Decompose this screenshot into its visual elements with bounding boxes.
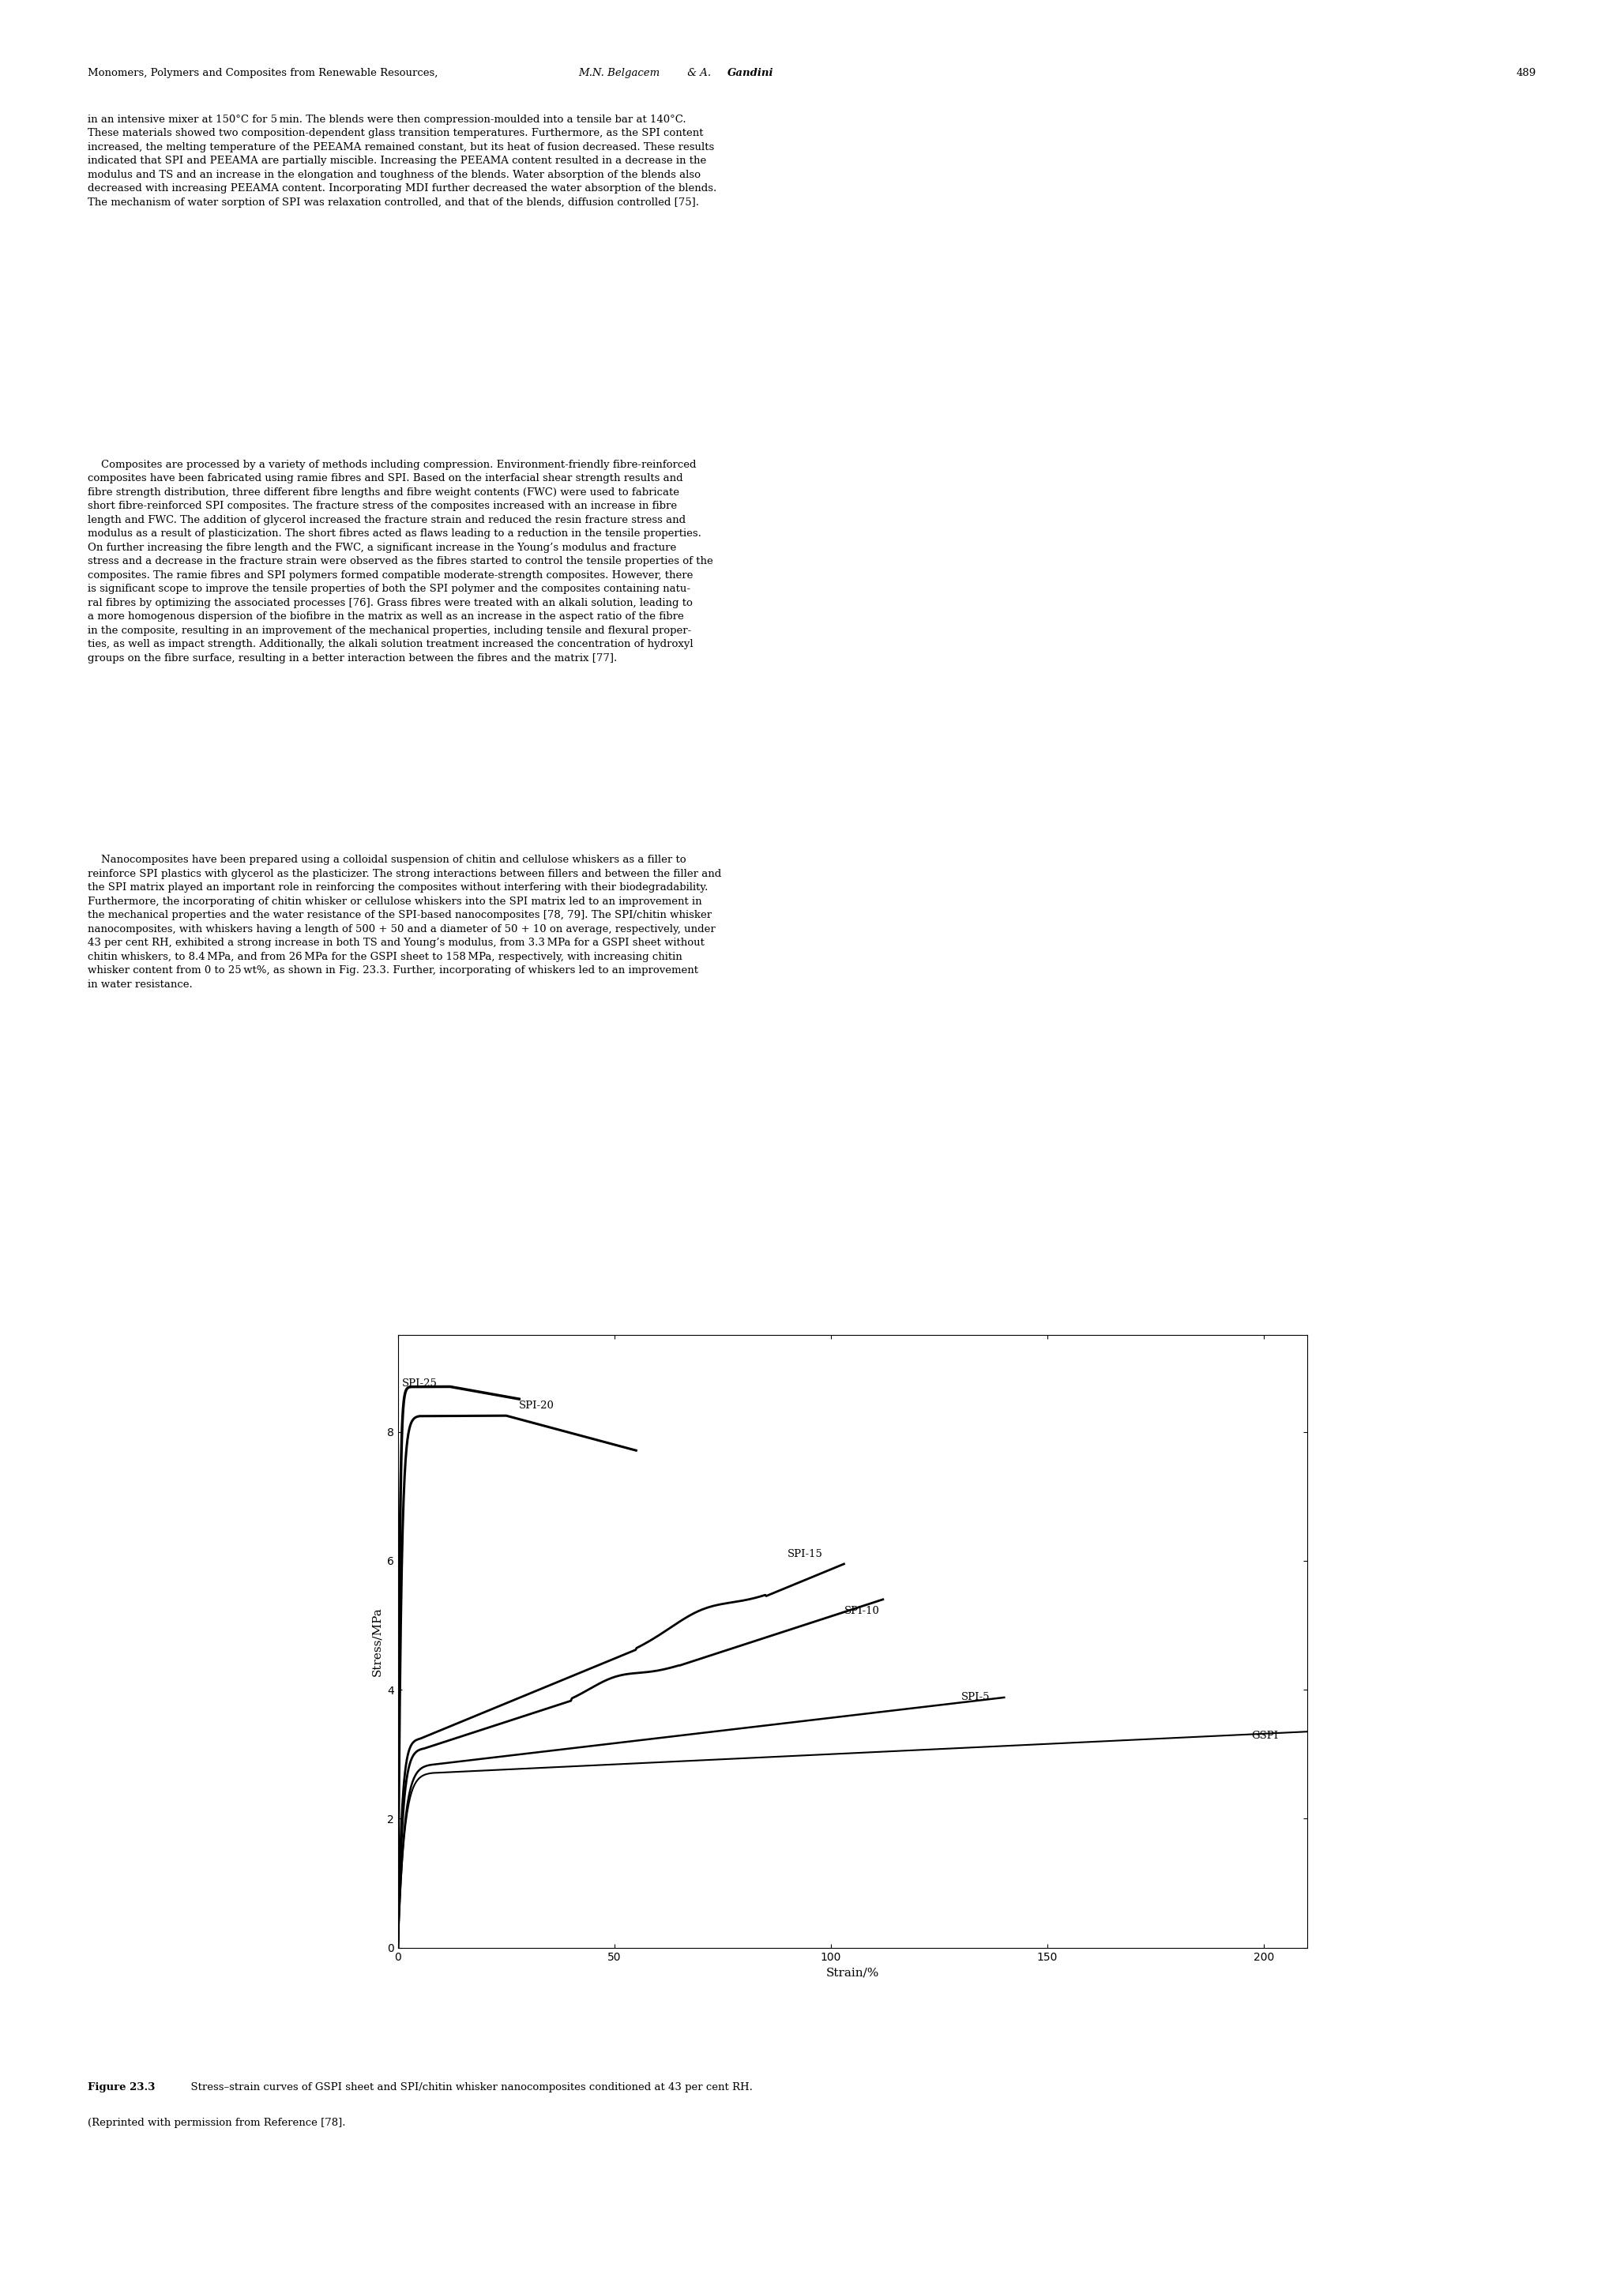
Text: in an intensive mixer at 150°C for 5 min. The blends were then compression-mould: in an intensive mixer at 150°C for 5 min… [88, 114, 716, 208]
X-axis label: Strain/%: Strain/% [827, 1966, 879, 1977]
Text: SPI-20: SPI-20 [520, 1401, 554, 1410]
Text: (Reprinted with permission from Reference [78].: (Reprinted with permission from Referenc… [88, 2117, 346, 2128]
Text: Composites are processed by a variety of methods including compression. Environm: Composites are processed by a variety of… [88, 459, 713, 663]
Text: GSPI: GSPI [1250, 1731, 1278, 1742]
Text: Stress–strain curves of GSPI sheet and SPI/chitin whisker nanocomposites conditi: Stress–strain curves of GSPI sheet and S… [184, 2083, 754, 2092]
Text: SPI-5: SPI-5 [961, 1692, 989, 1703]
Text: SPI-15: SPI-15 [788, 1550, 823, 1559]
Text: Monomers, Polymers and Composites from Renewable Resources,: Monomers, Polymers and Composites from R… [88, 69, 442, 78]
Text: & A.: & A. [684, 69, 715, 78]
Text: Nanocomposites have been prepared using a colloidal suspension of chitin and cel: Nanocomposites have been prepared using … [88, 855, 721, 990]
Text: 489: 489 [1517, 69, 1536, 78]
Text: Figure 23.3: Figure 23.3 [88, 2083, 156, 2092]
Text: Gandini: Gandini [728, 69, 773, 78]
Text: M.N. Belgacem: M.N. Belgacem [578, 69, 659, 78]
Y-axis label: Stress/MPa: Stress/MPa [372, 1607, 383, 1676]
Text: SPI-10: SPI-10 [844, 1605, 879, 1616]
Text: SPI-25: SPI-25 [403, 1378, 437, 1388]
